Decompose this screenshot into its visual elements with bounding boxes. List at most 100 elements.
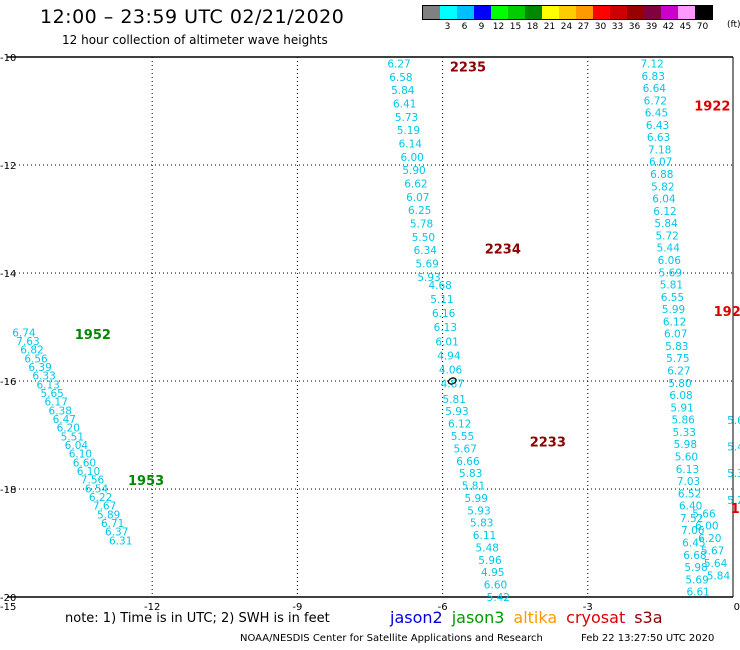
- wave-height-value: 6.20: [698, 533, 721, 545]
- color-scale-swatches: [422, 5, 713, 20]
- color-scale-label: 70: [696, 22, 709, 32]
- color-scale-label: 36: [628, 22, 641, 32]
- color-swatch: [610, 6, 627, 19]
- mission-legend: jason2 jason3 altika cryosat s3a: [390, 608, 672, 627]
- wave-height-value: 5.33: [673, 427, 696, 439]
- wave-height-value: 6.13: [676, 464, 699, 476]
- wave-height-value: 6.60: [73, 457, 96, 469]
- axis-tick-labels: -15 -12 -9 -6 -3 0 -10 -12 -14 -16 -18 -20: [0, 53, 740, 613]
- wave-height-value: 6.66: [456, 456, 480, 468]
- x-tick-label: -9: [292, 602, 302, 613]
- satellite-tracks: 6.747.636.826.566.396.336.135.656.176.38…: [12, 58, 740, 604]
- wave-height-value: 5.86: [671, 415, 695, 427]
- wave-height-value: 6.88: [650, 169, 673, 181]
- wave-height-value: 5.93: [467, 505, 490, 517]
- wave-height-value: 5.69: [685, 574, 708, 586]
- wave-height-value: 6.68: [683, 550, 706, 562]
- wave-height-value: 5.73: [395, 112, 418, 124]
- wave-height-value: 5.96: [478, 555, 502, 567]
- wave-height-value: 6.11: [473, 530, 496, 542]
- wave-height-value: 6.62: [404, 178, 427, 190]
- color-scale-label: 24: [560, 22, 573, 32]
- color-scale-label: 42: [662, 22, 675, 32]
- wave-height-value: 6.00: [400, 152, 423, 164]
- wave-height-value: 6.82: [20, 345, 43, 357]
- wave-height-value: 5.82: [651, 181, 674, 193]
- x-tick-label: -15: [0, 602, 16, 613]
- mission-legend-item: cryosat: [566, 608, 626, 627]
- wave-height-value: 6.61: [686, 587, 709, 599]
- wave-height-value: 5.81: [660, 280, 683, 292]
- color-scale-label: 27: [577, 22, 590, 32]
- color-scale-labels: 3 6 9 12 15 18 21 24 27 30 33 36 39 42 45 70: [422, 20, 713, 33]
- color-swatch: [627, 6, 644, 19]
- wave-height-value: 5.93: [445, 406, 468, 418]
- color-scale-label: 3: [444, 22, 451, 32]
- wave-height-value: 6.39: [28, 362, 51, 374]
- color-scale-label: 15: [509, 22, 522, 32]
- wave-height-value: 6.34: [414, 245, 438, 257]
- color-swatch: [695, 6, 712, 19]
- satellite-track: 5.666.006.205.675.645.84: [692, 508, 730, 582]
- wave-height-value: 6.06: [658, 255, 682, 267]
- wave-height-value: 5.93: [417, 272, 440, 284]
- color-scale-label: 9: [478, 22, 485, 32]
- wave-height-value: 5.72: [655, 230, 678, 242]
- wave-height-value: 6.12: [448, 419, 471, 431]
- wave-height-value: 6.16: [432, 308, 456, 320]
- wave-height-value: 6.31: [109, 535, 132, 547]
- color-swatch: [457, 6, 474, 19]
- color-swatch: [576, 6, 593, 19]
- credit-line: NOAA/NESDIS Center for Satellite Applica…: [240, 633, 543, 644]
- wave-height-value: 4.87: [441, 379, 464, 391]
- color-swatch: [678, 6, 695, 19]
- wave-height-value: 5.83: [459, 468, 482, 480]
- y-tick-label: -10: [0, 53, 16, 64]
- color-swatch: [644, 6, 661, 19]
- wave-height-value: 4.06: [439, 365, 463, 377]
- wave-height-value: 6.10: [77, 466, 100, 478]
- pass-time-label: 19: [731, 502, 740, 517]
- wave-height-value: 7.52: [680, 513, 703, 525]
- wave-height-value: 7.03: [677, 476, 700, 488]
- generation-timestamp: Feb 22 13:27:50 UTC 2020: [581, 633, 715, 644]
- wave-height-value: 7.56: [81, 475, 105, 487]
- wave-height-value: 5.65: [40, 388, 63, 400]
- wave-height-value: 7.67: [93, 501, 116, 513]
- wave-height-value: 6.07: [406, 192, 429, 204]
- x-tick-label: -3: [583, 602, 593, 613]
- wave-height-value: 5.69: [659, 267, 682, 279]
- color-swatch: [559, 6, 576, 19]
- wave-height-value: 5.98: [684, 562, 707, 574]
- wave-height-value: 5.84: [654, 218, 678, 230]
- wave-height-value: 7.63: [16, 336, 39, 348]
- wave-height-value: 6.10: [69, 449, 92, 461]
- wave-height-value: 6.72: [644, 95, 667, 107]
- y-tick-label: -18: [0, 485, 16, 496]
- footer-note: note: 1) Time is in UTC; 2) SWH is in fe…: [65, 611, 330, 626]
- pass-time-label: 1952: [75, 328, 111, 343]
- wave-height-value: 6.74: [12, 327, 36, 339]
- color-swatch: [423, 6, 440, 19]
- wave-height-value: 5.75: [666, 353, 689, 365]
- wave-height-value: 5.67: [701, 546, 724, 558]
- wave-height-value: 6.37: [105, 527, 128, 539]
- wave-height-value: 5.83: [665, 341, 688, 353]
- wave-height-value: 6.14: [399, 138, 423, 150]
- y-tick-label: -20: [0, 593, 16, 604]
- color-scale-label: 45: [679, 22, 692, 32]
- wave-height-value: 6.12: [663, 316, 686, 328]
- wave-height-value: 6.08: [669, 390, 692, 402]
- wave-height-value: 5.81: [462, 481, 485, 493]
- wave-height-value: 5.60: [727, 415, 740, 427]
- wave-height-value: 6.25: [408, 205, 431, 217]
- color-scale-label: 21: [543, 22, 556, 32]
- wave-height-value: 5.64: [704, 558, 728, 570]
- wave-height-value: 6.07: [649, 157, 672, 169]
- wave-height-value: 6.20: [57, 423, 80, 435]
- wave-height-value: 5.99: [465, 493, 488, 505]
- color-swatch: [491, 6, 508, 19]
